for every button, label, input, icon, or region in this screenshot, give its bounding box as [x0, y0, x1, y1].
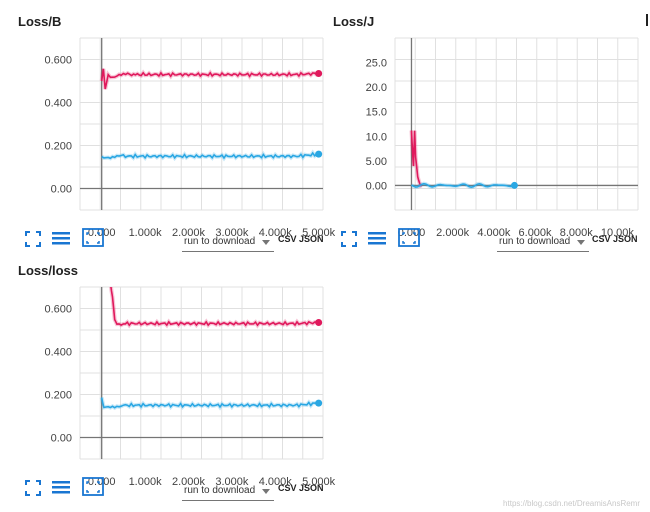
x-tick-label: 0.000: [88, 476, 116, 488]
series-1-line: [411, 182, 515, 189]
x-tick-label: 2.000k: [436, 227, 470, 239]
json-download-link[interactable]: JSON: [613, 234, 638, 244]
y-tick-label: 0.00: [366, 180, 387, 192]
series-0-end-point[interactable]: [315, 69, 323, 77]
download-select-value: run to download: [184, 485, 256, 496]
y-tick-label: 5.00: [366, 156, 387, 168]
x-tick-label: 2.000k: [172, 476, 206, 488]
series-1-end-point[interactable]: [510, 181, 518, 189]
json-download-link[interactable]: JSON: [299, 483, 324, 493]
x-tick-label: 4.000k: [259, 227, 293, 239]
download-run-select[interactable]: run to download: [182, 232, 274, 252]
x-tick-label: 8.000k: [560, 227, 594, 239]
y-tick-label: 15.0: [366, 107, 387, 119]
y-tick-label: 20.0: [366, 82, 387, 94]
y-tick-label: 10.0: [366, 131, 387, 143]
x-tick-label: 1.000k: [129, 476, 163, 488]
csv-download-link[interactable]: CSV: [278, 483, 297, 493]
card-toolbar: run to download CSV JSON: [24, 228, 324, 252]
series-0-end-point[interactable]: [315, 318, 323, 326]
y-tick-label: 0.200: [44, 390, 72, 402]
download-select-value: run to download: [184, 236, 256, 247]
x-tick-label: 6.000k: [519, 227, 553, 239]
y-tick-label: 25.0: [366, 58, 387, 70]
chevron-down-icon: [262, 240, 270, 245]
x-tick-label: 4.000k: [477, 227, 511, 239]
adjacent-card-edge: [646, 14, 648, 26]
download-run-select[interactable]: run to download: [182, 481, 274, 501]
fit-domain-icon[interactable]: [340, 230, 358, 248]
chart-title: Loss/J: [333, 14, 375, 29]
line-chart-loss-loss[interactable]: 0.00 0.200 0.400 0.600 0.000 1.000k 2.000k 3.00…: [0, 279, 336, 488]
y-tick-label: 0.600: [44, 304, 72, 316]
y-tick-label: 0.00: [51, 184, 72, 196]
expand-card-icon[interactable]: [398, 228, 420, 248]
x-tick-label: 0.000: [88, 227, 116, 239]
data-series-icon[interactable]: [52, 230, 70, 248]
series-1-end-point[interactable]: [315, 150, 323, 158]
x-tick-label: 5.000k: [302, 476, 336, 488]
chart-title: Loss/B: [18, 14, 62, 29]
y-tick-label: 0.00: [51, 433, 72, 445]
fit-domain-icon[interactable]: [24, 230, 42, 248]
series-0-smoothing-band: [108, 287, 320, 329]
series-1-end-point[interactable]: [315, 399, 323, 407]
card-toolbar: run to download CSV JSON: [340, 228, 640, 252]
expand-card-icon[interactable]: [82, 477, 104, 497]
fit-domain-icon[interactable]: [24, 479, 42, 497]
x-tick-label: 3.000k: [215, 227, 249, 239]
x-tick-label: 5.000k: [302, 227, 336, 239]
data-series-icon[interactable]: [52, 479, 70, 497]
chevron-down-icon: [577, 240, 585, 245]
series-1-line: [100, 397, 319, 409]
series-1-line: [101, 151, 319, 160]
series-0-line: [110, 287, 319, 327]
series-0-line: [100, 68, 320, 90]
y-tick-label: 0.200: [44, 141, 72, 153]
card-toolbar: run to download CSV JSON: [24, 477, 324, 501]
x-tick-label: 3.000k: [215, 476, 249, 488]
x-tick-label: 2.000k: [172, 227, 206, 239]
series-0-line: [410, 130, 423, 187]
expand-card-icon[interactable]: [82, 228, 104, 248]
y-tick-label: 0.400: [44, 347, 72, 359]
line-chart-loss-b[interactable]: 0.00 0.200 0.400 0.600 0.000 1.000k 2.000k 3.00…: [0, 30, 336, 239]
download-select-value: run to download: [499, 236, 571, 247]
data-series-icon[interactable]: [368, 230, 386, 248]
csv-download-link[interactable]: CSV: [278, 234, 297, 244]
y-tick-label: 0.400: [44, 98, 72, 110]
watermark-text: https://blog.csdn.net/DreamisAnsRemr: [503, 499, 640, 508]
download-run-select[interactable]: run to download: [497, 232, 589, 252]
x-tick-label: 1.000k: [129, 227, 163, 239]
json-download-link[interactable]: JSON: [299, 234, 324, 244]
chart-title: Loss/loss: [18, 263, 78, 278]
x-tick-label: 4.000k: [259, 476, 293, 488]
x-tick-label: 10.00k: [601, 227, 635, 239]
chevron-down-icon: [262, 489, 270, 494]
csv-download-link[interactable]: CSV: [592, 234, 611, 244]
y-tick-label: 0.600: [44, 55, 72, 67]
